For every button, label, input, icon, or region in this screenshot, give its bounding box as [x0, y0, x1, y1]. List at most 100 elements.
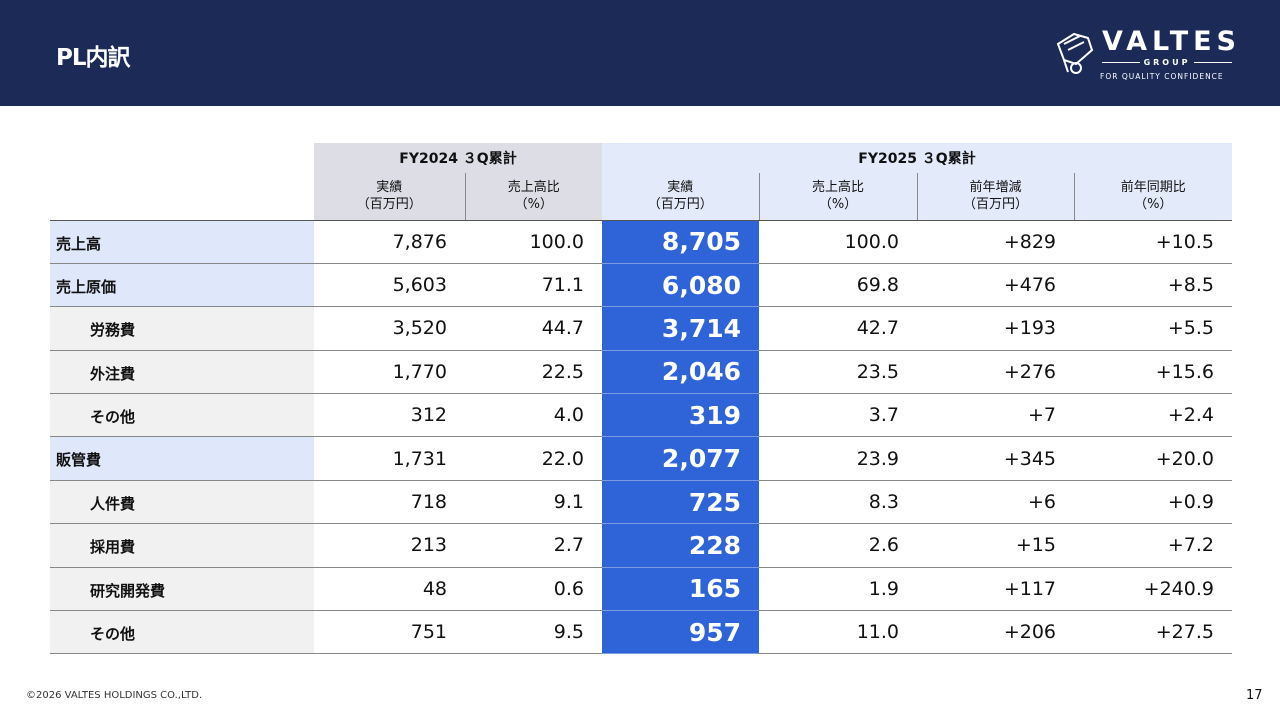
logo-tagline: FOR QUALITY CONFIDENCE	[1100, 72, 1224, 81]
column-header-line: （%）	[818, 197, 858, 213]
table-cell: 2,046	[602, 350, 759, 395]
table-cell: +2.4	[1074, 393, 1232, 438]
table-cell: +15.6	[1074, 350, 1232, 395]
table-cell: 7,876	[314, 220, 465, 264]
page-title: PL内訳	[56, 45, 131, 71]
table-cell: 319	[602, 393, 759, 438]
logo-mark-icon	[1056, 32, 1094, 74]
column-header-line: （百万円）	[647, 197, 713, 213]
table-cell: 8.3	[759, 480, 917, 525]
table-cell: +5.5	[1074, 306, 1232, 351]
column-header-line: （百万円）	[962, 197, 1028, 213]
table-cell: +7	[917, 393, 1074, 438]
table-cell: 23.9	[759, 436, 917, 481]
table-row: 売上原価 5,603 71.1 6,080 69.8 +476 +8.5	[50, 263, 1232, 308]
row-label: 研究開発費	[50, 567, 314, 612]
group-header-fy2025: FY2025 ３Q累計	[602, 143, 1232, 173]
column-header: 売上高比 （%）	[464, 173, 602, 221]
column-header-line: （百万円）	[356, 197, 422, 213]
table-cell: +276	[917, 350, 1074, 395]
table-cell: 69.8	[759, 263, 917, 308]
table-cell: 2.6	[759, 523, 917, 568]
table-cell: 22.0	[465, 436, 602, 481]
table-cell: 312	[314, 393, 465, 438]
table-cell: 3.7	[759, 393, 917, 438]
table-cell: 8,705	[602, 220, 759, 264]
column-header-line: （%）	[514, 197, 553, 213]
table-cell: 23.5	[759, 350, 917, 395]
table-row: 採用費 213 2.7 228 2.6 +15 +7.2	[50, 523, 1232, 568]
group-header-fy2024: FY2024 ３Q累計	[314, 143, 602, 173]
table-cell: +240.9	[1074, 567, 1232, 612]
table-cell: +206	[917, 610, 1074, 655]
table-cell: 44.7	[465, 306, 602, 351]
table-cell: +6	[917, 480, 1074, 525]
table-cell: 725	[602, 480, 759, 525]
logo-group: GROUP	[1143, 58, 1191, 67]
row-label: 外注費	[50, 350, 314, 395]
row-label: 労務費	[50, 306, 314, 351]
table-cell: 213	[314, 523, 465, 568]
table-cell: 22.5	[465, 350, 602, 395]
logo-name: VALTES	[1102, 26, 1242, 57]
table-cell: 48	[314, 567, 465, 612]
table-cell: 751	[314, 610, 465, 655]
page-number: 17	[1246, 688, 1263, 703]
table-row: その他 751 9.5 957 11.0 +206 +27.5	[50, 610, 1232, 655]
table-cell: 11.0	[759, 610, 917, 655]
column-header-line: 売上高比	[811, 180, 864, 196]
table-cell: +0.9	[1074, 480, 1232, 525]
table-row: 労務費 3,520 44.7 3,714 42.7 +193 +5.5	[50, 306, 1232, 351]
table-cell: 1.9	[759, 567, 917, 612]
table-cell: 3,714	[602, 306, 759, 351]
table-cell: 71.1	[465, 263, 602, 308]
row-label: 人件費	[50, 480, 314, 525]
column-header-line: 前年増減	[969, 180, 1022, 196]
table-cell: 42.7	[759, 306, 917, 351]
table-cell: 9.1	[465, 480, 602, 525]
column-header-line: 前年同期比	[1120, 180, 1186, 196]
row-label: 売上原価	[50, 263, 314, 308]
table-cell: 165	[602, 567, 759, 612]
table-cell: 228	[602, 523, 759, 568]
table-cell: +193	[917, 306, 1074, 351]
table-cell: +476	[917, 263, 1074, 308]
table-cell: 718	[314, 480, 465, 525]
table-cell: 6,080	[602, 263, 759, 308]
table-row: 外注費 1,770 22.5 2,046 23.5 +276 +15.6	[50, 350, 1232, 395]
table-cell: 3,520	[314, 306, 465, 351]
row-label: 販管費	[50, 436, 314, 481]
table-cell: 2.7	[465, 523, 602, 568]
table-row: 売上高 7,876 100.0 8,705 100.0 +829 +10.5	[50, 220, 1232, 264]
table-cell: +829	[917, 220, 1074, 264]
table-row: 販管費 1,731 22.0 2,077 23.9 +345 +20.0	[50, 436, 1232, 481]
copyright: ©2026 VALTES HOLDINGS CO.,LTD.	[26, 690, 203, 701]
row-label: その他	[50, 610, 314, 655]
column-header: 売上高比 （%）	[758, 173, 917, 221]
table-cell: +15	[917, 523, 1074, 568]
pl-breakdown-table: FY2024 ３Q累計 FY2025 ３Q累計 実績 （百万円） 売上高比 （%） 実績…	[50, 143, 1232, 655]
row-label: その他	[50, 393, 314, 438]
table-row: その他 312 4.0 319 3.7 +7 +2.4	[50, 393, 1232, 438]
table-cell: 100.0	[759, 220, 917, 264]
column-header-line: 売上高比	[507, 180, 560, 196]
table-cell: +7.2	[1074, 523, 1232, 568]
row-label: 売上高	[50, 220, 314, 264]
header-bar: PL内訳 VALTES GROUP FOR QUALITY CONFIDENCE	[0, 0, 1280, 106]
table-cell: 1,770	[314, 350, 465, 395]
table-cell: +8.5	[1074, 263, 1232, 308]
table-cell: +20.0	[1074, 436, 1232, 481]
table-cell: 9.5	[465, 610, 602, 655]
column-header-line: 実績	[376, 180, 403, 196]
row-label: 採用費	[50, 523, 314, 568]
column-header: 前年増減 （百万円）	[916, 173, 1074, 221]
table-row: 人件費 718 9.1 725 8.3 +6 +0.9	[50, 480, 1232, 525]
table-cell: +117	[917, 567, 1074, 612]
table-cell: 1,731	[314, 436, 465, 481]
table-cell: 957	[602, 610, 759, 655]
column-header: 前年同期比 （%）	[1073, 173, 1232, 221]
table-cell: 2,077	[602, 436, 759, 481]
column-header: 実績 （百万円）	[314, 173, 465, 221]
table-cell: +345	[917, 436, 1074, 481]
table-cell: 100.0	[465, 220, 602, 264]
